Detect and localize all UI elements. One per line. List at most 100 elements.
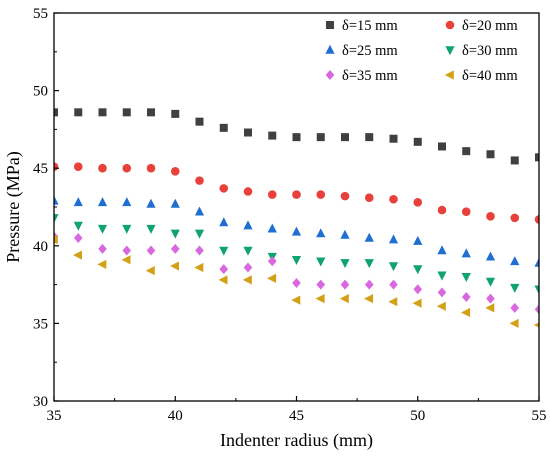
data-point — [267, 273, 277, 283]
data-point — [461, 207, 471, 216]
data-point — [219, 246, 229, 256]
data-point — [98, 163, 107, 173]
data-point — [267, 256, 277, 267]
data-point — [510, 213, 520, 223]
x-tick-label: 50 — [410, 408, 425, 424]
data-point — [462, 147, 471, 156]
data-point — [364, 259, 374, 269]
data-point — [365, 133, 374, 142]
data-point — [122, 108, 131, 117]
data-point — [97, 259, 107, 269]
data-point — [437, 287, 447, 298]
data-point — [292, 190, 301, 199]
data-point — [121, 255, 131, 265]
data-point — [219, 184, 229, 193]
data-point — [268, 131, 277, 140]
data-point — [243, 262, 253, 273]
data-point — [146, 198, 156, 208]
data-point — [74, 233, 83, 243]
data-point — [510, 156, 519, 165]
data-point — [98, 243, 107, 254]
data-point — [340, 259, 350, 269]
data-point — [73, 250, 82, 260]
data-point — [486, 293, 495, 304]
data-point — [243, 187, 253, 196]
data-point — [316, 133, 325, 142]
data-point — [413, 137, 422, 146]
legend: δ=15 mm δ=20 mm δ=25 mm δ=30 mm δ=35 mm δ=40 … — [325, 18, 518, 84]
data-point — [122, 224, 132, 234]
data-point — [243, 246, 253, 256]
data-point — [510, 302, 519, 313]
data-point — [437, 245, 447, 255]
legend-label: δ=30 mm — [462, 43, 518, 59]
data-point — [218, 275, 228, 285]
data-point — [244, 128, 252, 137]
legend-marker — [325, 44, 335, 54]
data-point — [340, 279, 350, 290]
data-point — [509, 318, 519, 328]
data-point — [534, 304, 539, 315]
data-point — [122, 245, 132, 256]
x-tick-label: 35 — [47, 408, 62, 424]
legend-marker — [445, 46, 455, 56]
legend-label: δ=35 mm — [342, 68, 398, 84]
data-point — [146, 224, 156, 234]
data-point — [146, 245, 156, 256]
legend-label: δ=25 mm — [342, 43, 398, 59]
data-point — [413, 198, 423, 207]
data-point — [219, 264, 229, 275]
data-point — [171, 109, 180, 118]
legend-label: δ=20 mm — [462, 18, 518, 34]
data-markers — [54, 108, 539, 328]
data-point — [291, 226, 302, 236]
data-point — [389, 279, 398, 290]
data-point — [54, 235, 58, 245]
data-point — [292, 133, 301, 142]
data-point — [437, 271, 447, 281]
legend-label: δ=40 mm — [462, 68, 518, 84]
data-point — [194, 262, 204, 273]
data-point — [437, 205, 447, 215]
data-point — [97, 224, 108, 234]
data-point — [534, 285, 539, 295]
data-point — [534, 215, 539, 224]
data-point — [341, 133, 349, 142]
data-point — [170, 198, 180, 208]
y-tick-label: 30 — [33, 394, 48, 410]
data-point — [243, 220, 253, 230]
data-point — [316, 228, 326, 238]
data-point — [388, 297, 398, 307]
data-point — [364, 294, 374, 304]
data-point — [292, 278, 301, 288]
data-point — [486, 150, 495, 159]
data-point — [170, 167, 180, 176]
data-point — [54, 195, 59, 205]
data-point — [98, 108, 107, 117]
data-point — [195, 117, 204, 126]
data-point — [388, 262, 399, 272]
data-point — [461, 307, 471, 318]
y-tick-label: 55 — [33, 6, 48, 22]
y-tick-label: 35 — [33, 316, 48, 332]
data-point — [316, 257, 326, 267]
y-axis-label: Pressure (MPa) — [3, 151, 24, 262]
legend-marker — [445, 20, 455, 30]
data-point — [73, 162, 83, 171]
data-point — [291, 295, 301, 305]
data-point — [436, 301, 446, 311]
data-point — [315, 294, 325, 304]
data-point — [122, 197, 132, 207]
data-point — [535, 153, 539, 162]
data-point — [364, 232, 374, 242]
data-point — [340, 229, 350, 239]
data-point — [364, 193, 374, 202]
data-point — [316, 190, 326, 199]
data-point — [486, 212, 495, 221]
x-tick-label: 40 — [168, 408, 183, 424]
data-point — [97, 197, 108, 207]
data-point — [267, 190, 277, 199]
data-point — [339, 294, 349, 304]
